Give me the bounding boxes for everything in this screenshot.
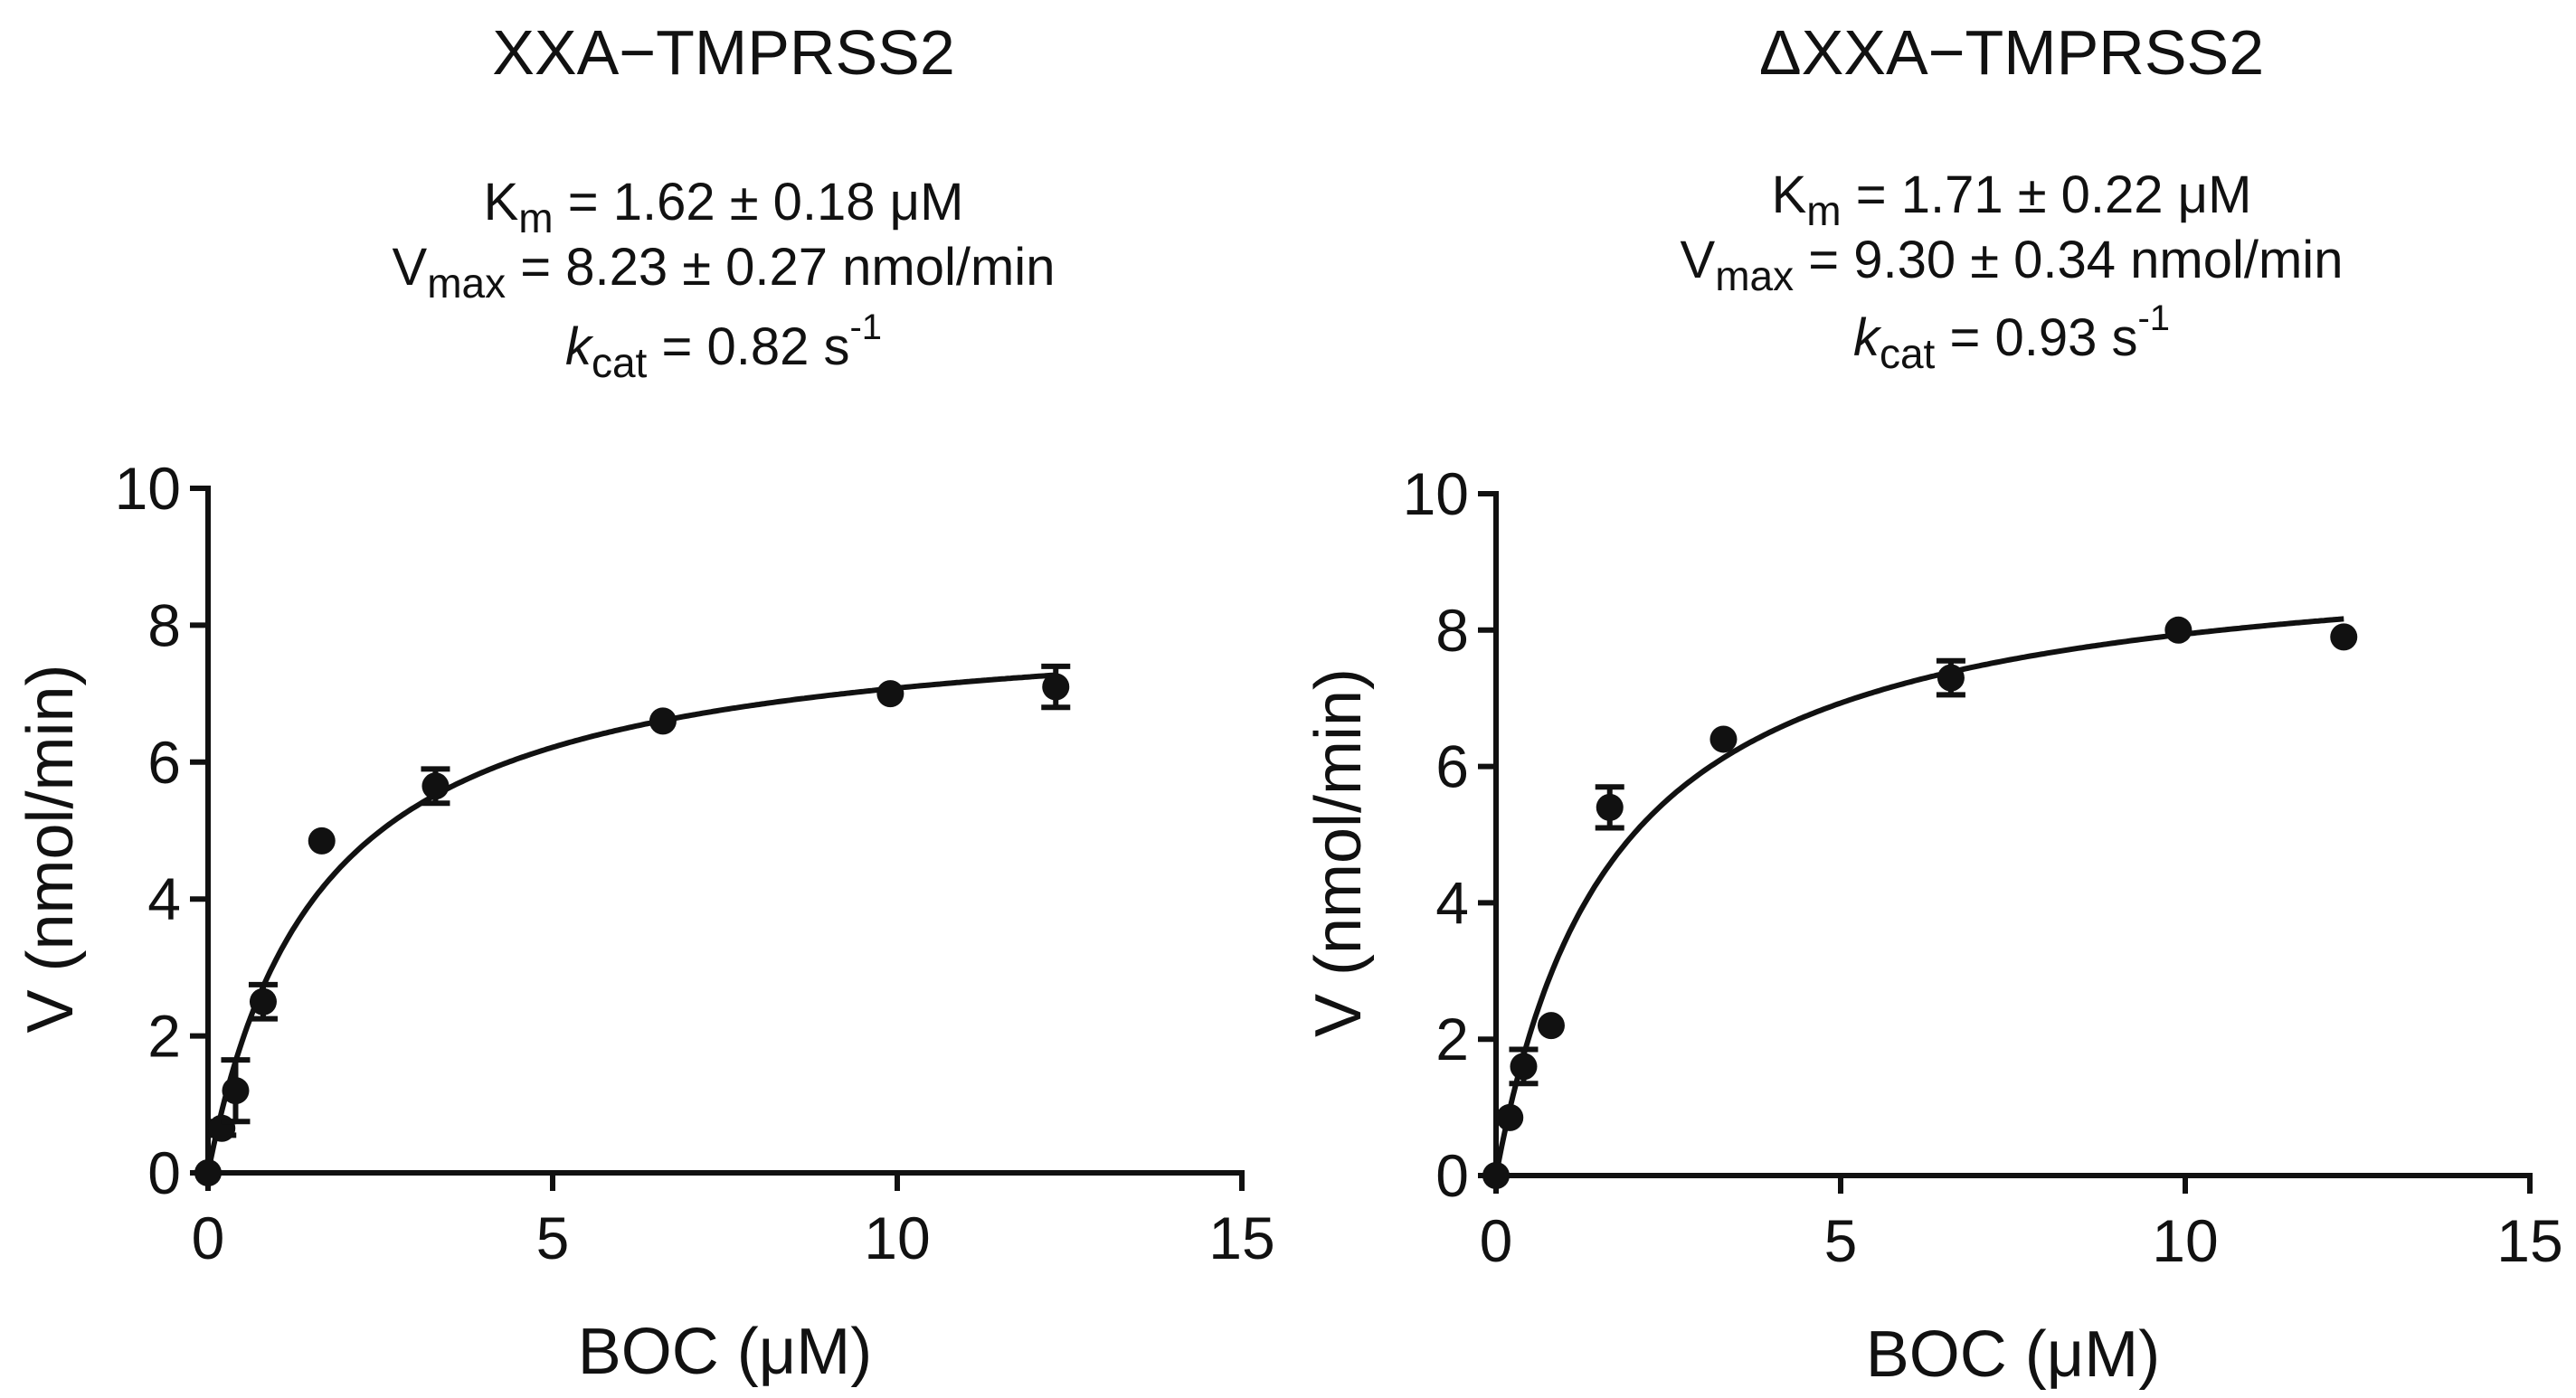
vmax-sub: max [427, 259, 507, 307]
y-tick-label: 4 [1435, 869, 1469, 936]
data-point [2164, 616, 2192, 644]
data-point [2330, 623, 2358, 651]
data-point [1596, 793, 1624, 821]
x-tick-label: 15 [2496, 1207, 2562, 1274]
data-point [421, 772, 450, 800]
data-point [1482, 1162, 1510, 1189]
kcat-sub: cat [591, 338, 648, 386]
x-tick-label: 5 [536, 1204, 570, 1271]
data-point [308, 827, 336, 855]
vmax-line: Vmax = 9.30 ± 0.34 nmol/min [1680, 230, 2344, 297]
kcat-label: k [564, 317, 592, 376]
data-point [1496, 1103, 1524, 1131]
kcat-value: = 0.82 s [647, 317, 850, 376]
y-tick-label: 8 [1435, 597, 1469, 664]
data-point [649, 707, 677, 735]
y-tick-label: 0 [147, 1139, 181, 1206]
vmax-label: V [392, 238, 428, 297]
kcat-value: = 0.93 s [1935, 308, 2138, 367]
km-sub: m [518, 194, 554, 241]
km-sub: m [1806, 186, 1842, 234]
y-tick-label: 8 [147, 591, 181, 658]
x-axis-title: BOC (μM) [578, 1316, 872, 1388]
kcat-sub: cat [1879, 329, 1936, 377]
y-tick-label: 6 [1435, 733, 1469, 800]
y-axis-title: V (nmol/min) [14, 664, 87, 1033]
km-line: Km = 1.71 ± 0.22 μM [1771, 165, 2252, 231]
plot-area-xxa: 0 2 4 6 8 10 0 5 10 15 BOC (μM) V (nmol/min) [14, 455, 1275, 1388]
kcat-line: kcat = 0.93 s-1 [1852, 300, 2170, 374]
chart-title: XXA−TMPRSS2 [492, 17, 955, 88]
chart-panel-xxa: XXA−TMPRSS2 Km = 1.62 ± 0.18 μM Vmax = 8… [14, 17, 1275, 1388]
x-tick-label: 0 [1480, 1207, 1513, 1274]
kcat-sup: -1 [2137, 298, 2171, 338]
km-value: = 1.62 ± 0.18 μM [553, 173, 964, 231]
x-tick-label: 5 [1824, 1207, 1858, 1274]
kcat-label: k [1852, 308, 1880, 367]
km-label: K [483, 173, 519, 231]
km-line: Km = 1.62 ± 0.18 μM [483, 172, 964, 239]
data-point [1510, 1053, 1538, 1081]
y-tick-label: 4 [147, 865, 181, 932]
y-tick-label: 0 [1435, 1142, 1469, 1209]
chart-panel-delta-xxa: ΔXXA−TMPRSS2 Km = 1.71 ± 0.22 μM Vmax = … [1288, 0, 2576, 1398]
x-tick-label: 10 [2152, 1207, 2218, 1274]
vmax-value: = 9.30 ± 0.34 nmol/min [1794, 231, 2344, 289]
data-point [1042, 673, 1070, 701]
data-point [249, 987, 277, 1015]
y-tick-label: 6 [147, 729, 181, 796]
km-value: = 1.71 ± 0.22 μM [1841, 165, 2252, 224]
y-tick-label: 10 [1403, 460, 1469, 527]
x-tick-label: 10 [864, 1204, 930, 1271]
vmax-value: = 8.23 ± 0.27 nmol/min [506, 238, 1056, 297]
kcat-line: kcat = 0.82 s-1 [564, 309, 882, 383]
x-tick-label: 0 [192, 1204, 225, 1271]
kcat-sup: -1 [849, 307, 883, 347]
data-point [876, 680, 904, 708]
data-point [1537, 1012, 1565, 1040]
data-point [194, 1159, 222, 1186]
data-point [1937, 664, 1965, 692]
km-label: K [1771, 165, 1807, 224]
x-tick-label: 15 [1208, 1204, 1274, 1271]
y-tick-label: 2 [1435, 1006, 1469, 1072]
x-axis-title: BOC (μM) [1866, 1318, 2160, 1391]
chart-title: ΔXXA−TMPRSS2 [1758, 17, 2265, 88]
y-axis-title: V (nmol/min) [1302, 668, 1375, 1037]
data-point [222, 1077, 250, 1105]
y-tick-label: 10 [115, 455, 181, 522]
data-point [1709, 725, 1738, 753]
vmax-sub: max [1715, 251, 1795, 299]
vmax-line: Vmax = 8.23 ± 0.27 nmol/min [392, 237, 1056, 304]
plot-area-delta-xxa: 0 2 4 6 8 10 0 5 10 15 BOC (μM) V (nmol/min) [1302, 460, 2563, 1391]
fit-curve [205, 672, 1056, 1174]
fit-curve [1493, 616, 2344, 1176]
y-tick-label: 2 [147, 1003, 181, 1070]
vmax-label: V [1680, 231, 1716, 289]
